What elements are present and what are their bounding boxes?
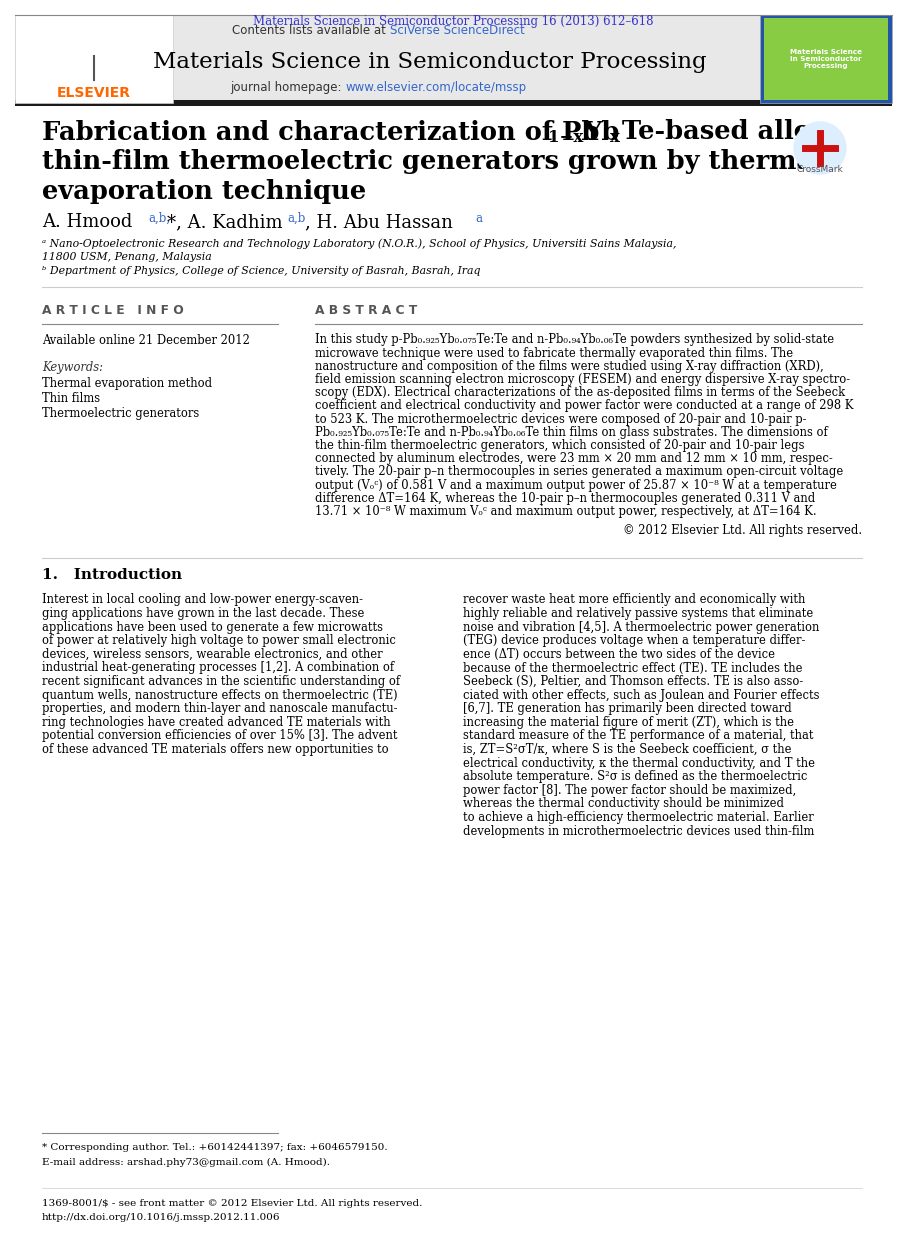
Text: applications have been used to generate a few microwatts: applications have been used to generate … [42, 620, 383, 634]
Text: nanostructure and composition of the films were studied using X-ray diffraction : nanostructure and composition of the fil… [315, 360, 824, 373]
Text: a,b: a,b [287, 212, 306, 224]
Bar [15, 15, 892, 103]
Text: evaporation technique: evaporation technique [42, 180, 366, 204]
Text: Interest in local cooling and low-power energy-scaven-: Interest in local cooling and low-power … [42, 593, 363, 607]
Text: output (Vₒᶜ) of 0.581 V and a maximum output power of 25.87 × 10⁻⁸ W at a temper: output (Vₒᶜ) of 0.581 V and a maximum ou… [315, 479, 837, 491]
Text: 13.71 × 10⁻⁸ W maximum Vₒᶜ and maximum output power, respectively, at ΔT=164 K.: 13.71 × 10⁻⁸ W maximum Vₒᶜ and maximum o… [315, 505, 816, 517]
Bar [15, 15, 173, 103]
Text: standard measure of the TE performance of a material, that: standard measure of the TE performance o… [463, 729, 814, 743]
Text: Fabrication and characterization of Pb: Fabrication and characterization of Pb [42, 120, 600, 145]
Text: properties, and modern thin-layer and nanoscale manufactu-: properties, and modern thin-layer and na… [42, 702, 397, 716]
Text: ELSEVIER: ELSEVIER [57, 85, 131, 100]
Text: to 523 K. The microthermoelectric devices were composed of 20-pair and 10-pair p: to 523 K. The microthermoelectric device… [315, 412, 806, 426]
Text: recover waste heat more efficiently and economically with: recover waste heat more efficiently and … [463, 593, 805, 607]
Text: * Corresponding author. Tel.: +60142441397; fax: +6046579150.: * Corresponding author. Tel.: +601424413… [42, 1144, 387, 1153]
Text: ence (ΔT) occurs between the two sides of the device: ence (ΔT) occurs between the two sides o… [463, 647, 775, 661]
Text: © 2012 Elsevier Ltd. All rights reserved.: © 2012 Elsevier Ltd. All rights reserved… [623, 525, 862, 537]
Text: to achieve a high-efficiency thermoelectric material. Earlier: to achieve a high-efficiency thermoelect… [463, 811, 814, 825]
Text: 1369-8001/$ - see front matter © 2012 Elsevier Ltd. All rights reserved.: 1369-8001/$ - see front matter © 2012 El… [42, 1198, 423, 1207]
Text: Thermoelectric generators: Thermoelectric generators [42, 407, 200, 421]
Text: developments in microthermoelectric devices used thin-film: developments in microthermoelectric devi… [463, 825, 814, 838]
Text: A R T I C L E   I N F O: A R T I C L E I N F O [42, 303, 184, 317]
Text: In this study p-Pb₀.₉₂₅Yb₀.₀₇₅Te:Te and n-Pb₀.₉₄Yb₀.₀₆Te powders synthesized by : In this study p-Pb₀.₉₂₅Yb₀.₀₇₅Te:Te and … [315, 333, 834, 347]
Text: Pb₀.₉₂₅Yb₀.₀₇₅Te:Te and n-Pb₀.₉₄Yb₀.₀₆Te thin films on glass substrates. The dim: Pb₀.₉₂₅Yb₀.₀₇₅Te:Te and n-Pb₀.₉₄Yb₀.₀₆Te… [315, 426, 828, 439]
Text: power factor [8]. The power factor should be maximized,: power factor [8]. The power factor shoul… [463, 784, 796, 797]
Text: 1−x: 1−x [548, 130, 583, 146]
Text: noise and vibration [4,5]. A thermoelectric power generation: noise and vibration [4,5]. A thermoelect… [463, 620, 819, 634]
Text: ciated with other effects, such as Joulean and Fourier effects: ciated with other effects, such as Joule… [463, 688, 820, 702]
Text: a: a [475, 212, 482, 224]
Text: thin-film thermoelectric generators grown by thermal: thin-film thermoelectric generators grow… [42, 150, 823, 175]
Text: connected by aluminum electrodes, were 23 mm × 20 mm and 12 mm × 10 mm, respec-: connected by aluminum electrodes, were 2… [315, 452, 833, 465]
Text: 1.   Introduction: 1. Introduction [42, 568, 182, 582]
Text: ging applications have grown in the last decade. These: ging applications have grown in the last… [42, 607, 365, 620]
Text: of power at relatively high voltage to power small electronic: of power at relatively high voltage to p… [42, 634, 395, 647]
Text: CrossMark: CrossMark [796, 166, 844, 175]
Text: A B S T R A C T: A B S T R A C T [315, 303, 417, 317]
Text: whereas the thermal conductivity should be minimized: whereas the thermal conductivity should … [463, 797, 784, 811]
Text: absolute temperature. S²σ is defined as the thermoelectric: absolute temperature. S²σ is defined as … [463, 770, 807, 784]
Text: highly reliable and relatively passive systems that eliminate: highly reliable and relatively passive s… [463, 607, 814, 620]
Text: www.elsevier.com/locate/mssp: www.elsevier.com/locate/mssp [345, 82, 526, 94]
Text: ᵇ Department of Physics, College of Science, University of Basrah, Basrah, Iraq: ᵇ Department of Physics, College of Scie… [42, 266, 481, 276]
Bar [764, 19, 888, 100]
Circle shape [794, 123, 846, 175]
Text: field emission scanning electron microscopy (FESEM) and energy dispersive X-ray : field emission scanning electron microsc… [315, 373, 850, 386]
Text: http://dx.doi.org/10.1016/j.mssp.2012.11.006: http://dx.doi.org/10.1016/j.mssp.2012.11… [42, 1212, 280, 1222]
Text: x: x [610, 130, 619, 146]
Text: ring technologies have created advanced TE materials with: ring technologies have created advanced … [42, 716, 391, 729]
Text: quantum wells, nanostructure effects on thermoelectric (TE): quantum wells, nanostructure effects on … [42, 688, 397, 702]
Text: difference ΔT=164 K, whereas the 10-pair p–n thermocouples generated 0.311 V and: difference ΔT=164 K, whereas the 10-pair… [315, 491, 815, 505]
Text: Materials Science in Semiconductor Processing: Materials Science in Semiconductor Proce… [153, 51, 707, 73]
Text: Available online 21 December 2012: Available online 21 December 2012 [42, 333, 249, 347]
Text: Keywords:: Keywords: [42, 361, 103, 375]
Text: because of the thermoelectric effect (TE). TE includes the: because of the thermoelectric effect (TE… [463, 661, 803, 675]
Text: is, ZT=S²σT/κ, where S is the Seebeck coefficient, σ the: is, ZT=S²σT/κ, where S is the Seebeck co… [463, 743, 792, 756]
Text: Thermal evaporation method: Thermal evaporation method [42, 378, 212, 390]
Text: [6,7]. TE generation has primarily been directed toward: [6,7]. TE generation has primarily been … [463, 702, 792, 716]
Text: SciVerse ScienceDirect: SciVerse ScienceDirect [390, 24, 525, 36]
Text: industrial heat-generating processes [1,2]. A combination of: industrial heat-generating processes [1,… [42, 661, 395, 675]
Text: coefficient and electrical conductivity and power factor were conducted at a ran: coefficient and electrical conductivity … [315, 400, 853, 412]
Text: A. Hmood: A. Hmood [42, 213, 132, 232]
Text: Te-based alloy: Te-based alloy [622, 120, 825, 145]
Text: Materials Science in Semiconductor Processing 16 (2013) 612–618: Materials Science in Semiconductor Proce… [253, 16, 653, 28]
Text: the thin-film thermoelectric generators, which consisted of 20-pair and 10-pair : the thin-film thermoelectric generators,… [315, 439, 805, 452]
Text: 11800 USM, Penang, Malaysia: 11800 USM, Penang, Malaysia [42, 253, 211, 262]
Text: potential conversion efficiencies of over 15% [3]. The advent: potential conversion efficiencies of ove… [42, 729, 397, 743]
Text: microwave technique were used to fabricate thermally evaporated thin films. The: microwave technique were used to fabrica… [315, 347, 793, 360]
Text: ᵃ Nano-Optoelectronic Research and Technology Laboratory (N.O.R.), School of Phy: ᵃ Nano-Optoelectronic Research and Techn… [42, 239, 677, 249]
Text: Materials Science
in Semiconductor
Processing: Materials Science in Semiconductor Proce… [790, 50, 862, 69]
Text: a,b,: a,b, [148, 212, 171, 224]
Text: electrical conductivity, κ the thermal conductivity, and T the: electrical conductivity, κ the thermal c… [463, 756, 815, 770]
Text: of these advanced TE materials offers new opportunities to: of these advanced TE materials offers ne… [42, 743, 388, 756]
Text: scopy (EDX). Electrical characterizations of the as-deposited films in terms of : scopy (EDX). Electrical characterization… [315, 386, 845, 400]
Text: *, A. Kadhim: *, A. Kadhim [167, 213, 283, 232]
Bar [760, 15, 892, 103]
Text: Seebeck (S), Peltier, and Thomson effects. TE is also asso-: Seebeck (S), Peltier, and Thomson effect… [463, 675, 804, 688]
Text: Yb: Yb [583, 120, 619, 145]
Bar [15, 100, 892, 106]
Text: Thin films: Thin films [42, 392, 100, 406]
Text: , H. Abu Hassan: , H. Abu Hassan [305, 213, 453, 232]
Text: (TEG) device produces voltage when a temperature differ-: (TEG) device produces voltage when a tem… [463, 634, 805, 647]
Text: increasing the material figure of merit (ZT), which is the: increasing the material figure of merit … [463, 716, 794, 729]
Text: Contents lists available at: Contents lists available at [232, 24, 390, 36]
Text: tively. The 20-pair p–n thermocouples in series generated a maximum open-circuit: tively. The 20-pair p–n thermocouples in… [315, 465, 844, 479]
Text: devices, wireless sensors, wearable electronics, and other: devices, wireless sensors, wearable elec… [42, 647, 383, 661]
Text: E-mail address: arshad.phy73@gmail.com (A. Hmood).: E-mail address: arshad.phy73@gmail.com (… [42, 1158, 330, 1166]
Text: journal homepage:: journal homepage: [229, 82, 345, 94]
Text: recent significant advances in the scientific understanding of: recent significant advances in the scien… [42, 675, 400, 688]
